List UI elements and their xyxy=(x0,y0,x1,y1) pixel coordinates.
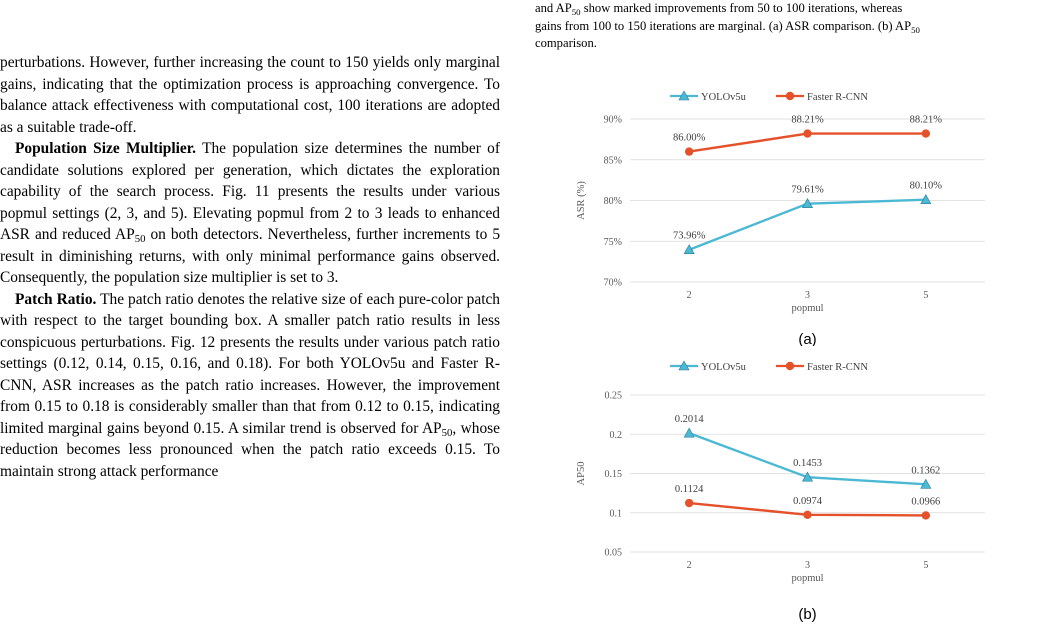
legend-label: YOLOv5u xyxy=(701,362,747,373)
x-axis-label: popmul xyxy=(791,303,823,314)
data-point xyxy=(801,471,814,482)
caption-line-3: comparison. xyxy=(535,36,597,50)
y-tick-label: 90% xyxy=(604,115,622,126)
chart-asr-comparison: YOLOv5u Faster R-CNN 70% 75% 80% 85% 90% 2 3 5 pop… xyxy=(576,90,985,346)
y-tick-label: 80% xyxy=(604,196,622,207)
paragraph-population-size: Population Size Multiplier. The populati… xyxy=(0,138,500,289)
figure-sub-label: (b) xyxy=(798,606,816,623)
caption-subscript: 50 xyxy=(911,24,920,35)
data-label: 0.1124 xyxy=(675,484,704,495)
x-tick-label: 3 xyxy=(805,290,810,301)
data-point xyxy=(684,147,694,156)
caption-text: show marked improvements from 50 to 100 … xyxy=(580,1,903,15)
y-tick-label: 0.2 xyxy=(610,430,623,441)
legend-marker xyxy=(785,361,795,371)
caption-line-1: and AP50 show marked improvements from 5… xyxy=(535,0,1041,18)
y-tick-label: 0.1 xyxy=(610,508,623,519)
figure-caption: and AP50 show marked improvements from 5… xyxy=(535,0,1041,53)
data-point xyxy=(801,198,814,208)
caption-subscript: 50 xyxy=(571,7,581,17)
y-tick-label: 75% xyxy=(604,237,622,248)
y-tick-label: 70% xyxy=(604,278,622,289)
legend-marker xyxy=(678,90,690,101)
data-label: 80.10% xyxy=(910,181,943,192)
data-point xyxy=(684,498,694,508)
data-point xyxy=(920,194,932,204)
paragraph-subscript: 50 xyxy=(441,426,453,439)
data-label: 0.0974 xyxy=(793,496,823,507)
y-axis-label: ASR (%) xyxy=(576,181,587,220)
data-point xyxy=(683,427,695,438)
paragraph-patch-ratio: Patch Ratio. The patch ratio denotes the… xyxy=(0,289,500,483)
paragraph-subscript: 50 xyxy=(134,233,146,245)
x-tick-label: 5 xyxy=(923,290,928,301)
data-label: 0.1453 xyxy=(793,458,822,469)
data-label: 88.21% xyxy=(910,115,943,126)
paragraph-text: , whose reduction becomes less pronounce… xyxy=(0,419,500,480)
data-label: 73.96% xyxy=(673,231,706,242)
caption-line-2: gains from 100 to 150 iterations are mar… xyxy=(535,18,1041,36)
figure-sub-label: (a) xyxy=(798,331,816,346)
x-tick-label: 2 xyxy=(687,560,692,571)
caption-text: and AP xyxy=(535,1,572,15)
paragraph-text: The patch ratio denotes the relative siz… xyxy=(0,290,501,437)
y-tick-label: 0.25 xyxy=(605,391,623,402)
section-heading: Population Size Multiplier. xyxy=(15,140,197,157)
body-text-column: perturbations. However, further increasi… xyxy=(0,52,500,482)
x-tick-label: 2 xyxy=(687,290,692,301)
paragraph-text: on both detectors. Nevertheless, further… xyxy=(0,226,501,286)
x-tick-label: 3 xyxy=(805,560,810,571)
caption-text: gains from 100 to 150 iterations are mar… xyxy=(535,18,912,33)
paragraph-iterations: perturbations. However, further increasi… xyxy=(0,54,500,136)
legend-marker xyxy=(785,91,795,101)
y-tick-label: 0.05 xyxy=(605,548,623,559)
data-label: 86.00% xyxy=(673,133,706,144)
chart-ap50-comparison: YOLOv5u Faster R-CNN 0.05 0.1 0.15 0.2 0.25 2 3 5… xyxy=(576,360,985,623)
x-tick-label: 5 xyxy=(923,560,928,571)
data-point xyxy=(921,129,931,138)
data-point xyxy=(803,510,812,519)
paragraph-text: The population size determines the numbe… xyxy=(0,140,500,243)
data-point xyxy=(921,511,931,520)
legend-label: Faster R-CNN xyxy=(807,362,868,373)
legend-label: Faster R-CNN xyxy=(807,92,868,103)
data-point xyxy=(683,244,695,255)
legend-marker xyxy=(678,360,690,371)
x-axis-label: popmul xyxy=(791,573,823,584)
data-label: 0.1362 xyxy=(911,465,940,476)
legend-label: YOLOv5u xyxy=(701,92,747,103)
data-label: 0.0966 xyxy=(911,496,940,507)
data-label: 79.61% xyxy=(791,185,824,196)
data-point xyxy=(920,478,932,489)
data-label: 0.2014 xyxy=(675,414,705,425)
y-axis-label: AP50 xyxy=(576,462,587,486)
section-heading: Patch Ratio. xyxy=(15,290,97,308)
y-tick-label: 85% xyxy=(604,155,622,166)
data-label: 88.21% xyxy=(791,115,824,126)
data-point xyxy=(803,129,812,138)
y-tick-label: 0.15 xyxy=(605,469,623,480)
